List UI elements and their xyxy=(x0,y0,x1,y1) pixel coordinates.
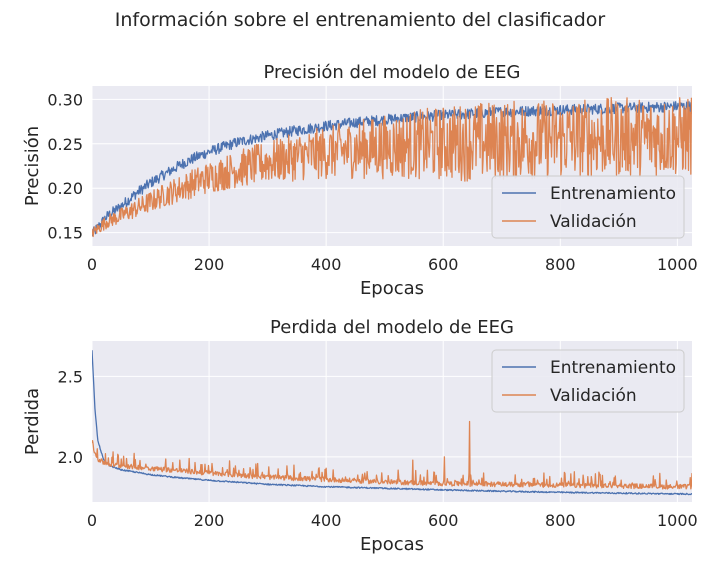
accuracy-chart: 0 200 400 600 800 10000.150.200.250.30Precisi… xyxy=(22,62,698,299)
series-line-val xyxy=(92,420,692,490)
x-axis-label: Epocas xyxy=(360,534,424,555)
legend-box xyxy=(491,175,685,239)
x-tick-label: 200 xyxy=(194,255,225,274)
legend-label: Validación xyxy=(550,386,637,406)
x-tick-label: 600 xyxy=(428,255,459,274)
x-tick-label: 0 xyxy=(87,255,97,274)
series-line-train xyxy=(92,101,692,237)
chart-title: Perdida del modelo de EEG xyxy=(270,317,514,338)
y-tick-label: 0.15 xyxy=(47,224,83,243)
figure-suptitle: Información sobre el entrenamiento del c… xyxy=(115,9,606,31)
y-tick-label: 2.5 xyxy=(58,367,83,386)
series-line-val xyxy=(92,96,692,238)
y-axis-label: Precisión xyxy=(22,126,43,206)
y-tick-label: 0.20 xyxy=(47,179,83,198)
x-axis-label: Epocas xyxy=(360,278,424,299)
legend-label: Entrenamiento xyxy=(550,184,676,204)
legend-box xyxy=(491,349,685,413)
y-tick-label: 0.25 xyxy=(47,135,83,154)
x-tick-label: 1000 xyxy=(657,511,698,530)
y-axis-label: Perdida xyxy=(22,388,43,455)
series-line-train xyxy=(92,350,692,496)
legend: Entrenamiento Validación xyxy=(491,349,685,413)
x-tick-label: 400 xyxy=(311,255,342,274)
legend: Entrenamiento Validación xyxy=(491,175,685,239)
y-tick-label: 0.30 xyxy=(47,90,83,109)
loss-chart: 0 200 400 600 800 1000 2.0 2.5 Perdida del model… xyxy=(22,317,698,555)
x-tick-label: 800 xyxy=(545,255,576,274)
chart-title: Precisión del modelo de EEG xyxy=(264,62,521,83)
x-tick-label: 0 xyxy=(87,511,97,530)
x-tick-label: 600 xyxy=(428,511,459,530)
y-tick-label: 2.0 xyxy=(58,448,83,467)
x-tick-label: 1000 xyxy=(657,255,698,274)
legend-label: Validación xyxy=(550,212,637,232)
x-tick-label: 400 xyxy=(311,511,342,530)
x-tick-label: 200 xyxy=(194,511,225,530)
x-tick-label: 800 xyxy=(545,511,576,530)
legend-label: Entrenamiento xyxy=(550,358,676,378)
